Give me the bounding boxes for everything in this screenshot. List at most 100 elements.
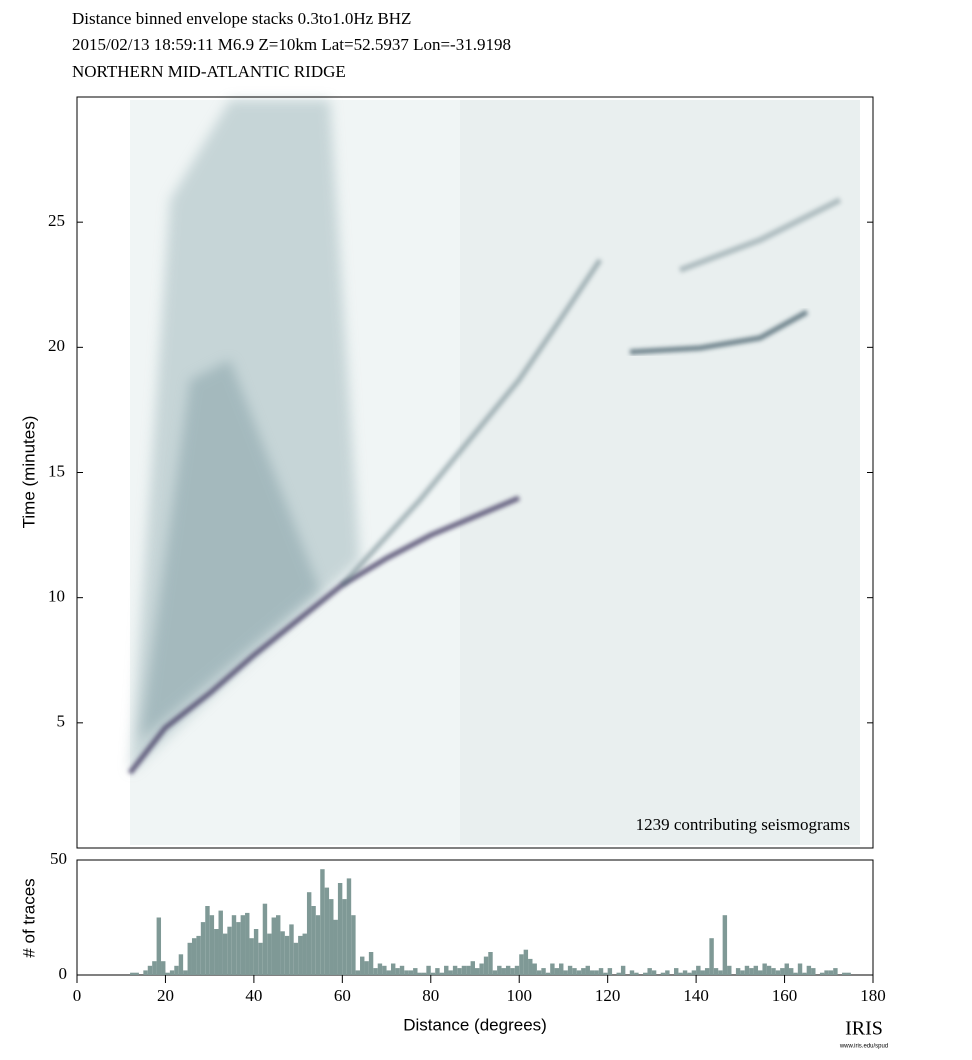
- bar: [479, 963, 484, 975]
- bar: [589, 970, 595, 975]
- bar: [709, 938, 714, 975]
- bar: [439, 972, 445, 975]
- bar: [408, 970, 414, 975]
- bar: [386, 970, 391, 975]
- bar: [842, 972, 847, 975]
- bar: [758, 970, 763, 975]
- x-tick-label: 60: [334, 986, 351, 1005]
- bar: [245, 912, 250, 975]
- bar: [806, 965, 812, 975]
- bar: [722, 915, 728, 975]
- bar: [585, 965, 590, 975]
- bar: [205, 906, 210, 975]
- bar: [572, 968, 577, 975]
- bar: [320, 869, 325, 975]
- bar: [505, 965, 511, 975]
- bar: [267, 933, 272, 975]
- bar: [594, 970, 599, 975]
- bar: [346, 878, 352, 975]
- bar: [395, 968, 400, 975]
- bar: [788, 968, 794, 975]
- bar: [183, 970, 188, 975]
- y-tick-label: 0: [59, 964, 68, 983]
- bar: [510, 968, 515, 975]
- bar: [828, 970, 834, 975]
- x-tick-label: 160: [772, 986, 798, 1005]
- bar: [324, 887, 330, 975]
- bar: [598, 968, 604, 975]
- bar: [735, 968, 741, 975]
- bar: [488, 952, 493, 975]
- bar: [156, 917, 162, 975]
- bar: [329, 899, 334, 975]
- bar: [576, 970, 582, 975]
- bar: [766, 965, 772, 975]
- bar: [364, 961, 369, 975]
- pkp-arrival: [678, 197, 842, 273]
- bar: [413, 968, 418, 975]
- subtitle: 2015/02/13 18:59:11 M6.9 Z=10km Lat=52.5…: [72, 35, 511, 54]
- bar: [284, 935, 290, 975]
- bar: [536, 970, 542, 975]
- bar: [147, 965, 153, 975]
- bar: [678, 972, 683, 975]
- bar: [713, 968, 719, 975]
- bar: [236, 922, 241, 975]
- bar: [753, 965, 759, 975]
- bar: [280, 931, 285, 975]
- bar: [501, 968, 506, 975]
- bar: [797, 963, 803, 975]
- y-tick-label: 50: [50, 849, 67, 868]
- bar: [727, 965, 732, 975]
- bar: [222, 933, 228, 975]
- bar: [337, 883, 343, 975]
- bar: [634, 972, 639, 975]
- bar: [355, 970, 361, 975]
- title: Distance binned envelope stacks 0.3to1.0…: [72, 9, 411, 28]
- bar: [475, 968, 480, 975]
- bar: [196, 935, 201, 975]
- bar: [130, 972, 135, 975]
- bar: [461, 965, 467, 975]
- bar: [227, 926, 232, 975]
- bar: [187, 942, 192, 975]
- bar: [302, 933, 307, 975]
- x-tick-label: 80: [422, 986, 439, 1005]
- bar: [169, 970, 175, 975]
- bar: [780, 968, 785, 975]
- bar: [519, 954, 524, 975]
- bar: [165, 972, 170, 975]
- x-tick-label: 100: [506, 986, 532, 1005]
- bar: [718, 970, 723, 975]
- bar: [262, 903, 268, 975]
- bar: [448, 970, 453, 975]
- pp-arrival: [340, 258, 603, 587]
- bar: [775, 970, 781, 975]
- bar: [819, 972, 825, 975]
- x-tick-label: 120: [595, 986, 621, 1005]
- bar: [377, 963, 383, 975]
- bar: [665, 970, 670, 975]
- bar: [466, 965, 471, 975]
- bar: [143, 970, 148, 975]
- x-tick-label: 180: [860, 986, 886, 1005]
- bar: [452, 965, 458, 975]
- bar: [532, 963, 537, 975]
- bar: [514, 965, 520, 975]
- annotation: 1239 contributing seismograms: [636, 815, 850, 834]
- bar: [483, 956, 489, 975]
- bar: [271, 917, 276, 975]
- x-tick-label: 140: [683, 986, 709, 1005]
- bar: [368, 952, 374, 975]
- bar: [258, 942, 263, 975]
- envelope-image: [128, 100, 860, 845]
- logo: IRIS: [845, 1018, 883, 1040]
- bar: [762, 963, 767, 975]
- bar: [240, 915, 246, 975]
- bar: [802, 972, 807, 975]
- bar: [209, 915, 215, 975]
- x-axis-label: Distance (degrees): [403, 1015, 547, 1034]
- bar: [771, 968, 776, 975]
- bar: [700, 970, 705, 975]
- bar: [740, 970, 745, 975]
